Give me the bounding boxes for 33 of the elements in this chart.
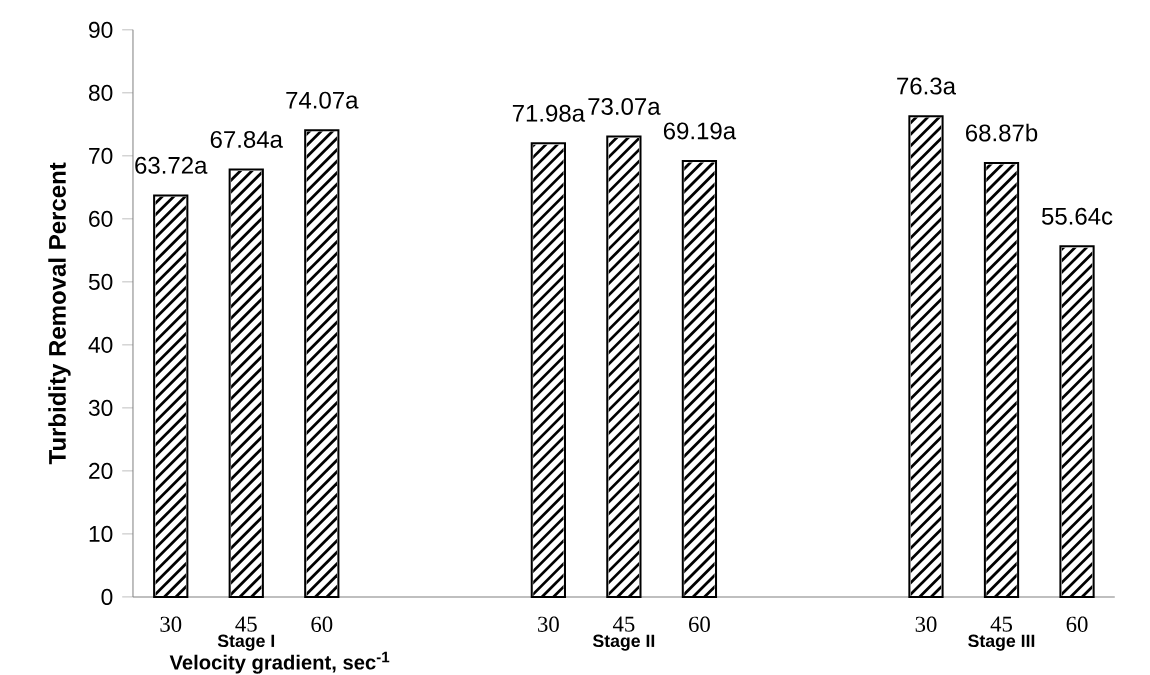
x-tick-label: 30 (160, 616, 182, 633)
y-tick-label: 30 (88, 399, 113, 416)
data-label: 76.3a (897, 77, 957, 95)
data-label: 74.07a (286, 91, 359, 109)
y-tick-label: 0 (101, 588, 113, 606)
data-label: 63.72a (135, 156, 208, 174)
x-tick-label: 60 (311, 616, 333, 633)
x-tick-label: 60 (1066, 616, 1088, 633)
data-label: 69.19a (663, 122, 737, 140)
x-tick-label: 30 (538, 616, 559, 633)
y-tick-label: 10 (89, 525, 113, 543)
x-tick-label: 60 (689, 616, 710, 633)
data-label: 71.98a (512, 104, 586, 122)
y-tick-label: 70 (89, 147, 113, 164)
y-tick-label: 80 (88, 84, 113, 101)
text: Stage III (968, 634, 1035, 651)
text: Stage II (592, 634, 655, 651)
x-tick-label: 45 (612, 616, 635, 632)
x-tick-label: 45 (235, 616, 257, 632)
x-axis-title: Velocity gradient, sec$^{-1}$ (169, 651, 390, 674)
y-tick-label: 50 (88, 273, 113, 290)
y-axis-title: Turbidity Removal Percent (48, 162, 71, 465)
y-tick-label: 20 (89, 462, 113, 479)
text: Stage I (217, 634, 275, 651)
data-label: 68.87b (966, 123, 1038, 142)
y-tick-label: 60 (89, 210, 113, 227)
y-tick-label: 40 (88, 336, 113, 353)
y-tick-label: 90 (89, 21, 113, 38)
x-tick-label: 45 (990, 616, 1012, 632)
data-label: 73.07a (588, 97, 661, 115)
x-tick-label: 30 (915, 616, 937, 633)
data-label: 67.84a (210, 130, 283, 148)
data-label: 55.64c (1041, 207, 1113, 225)
